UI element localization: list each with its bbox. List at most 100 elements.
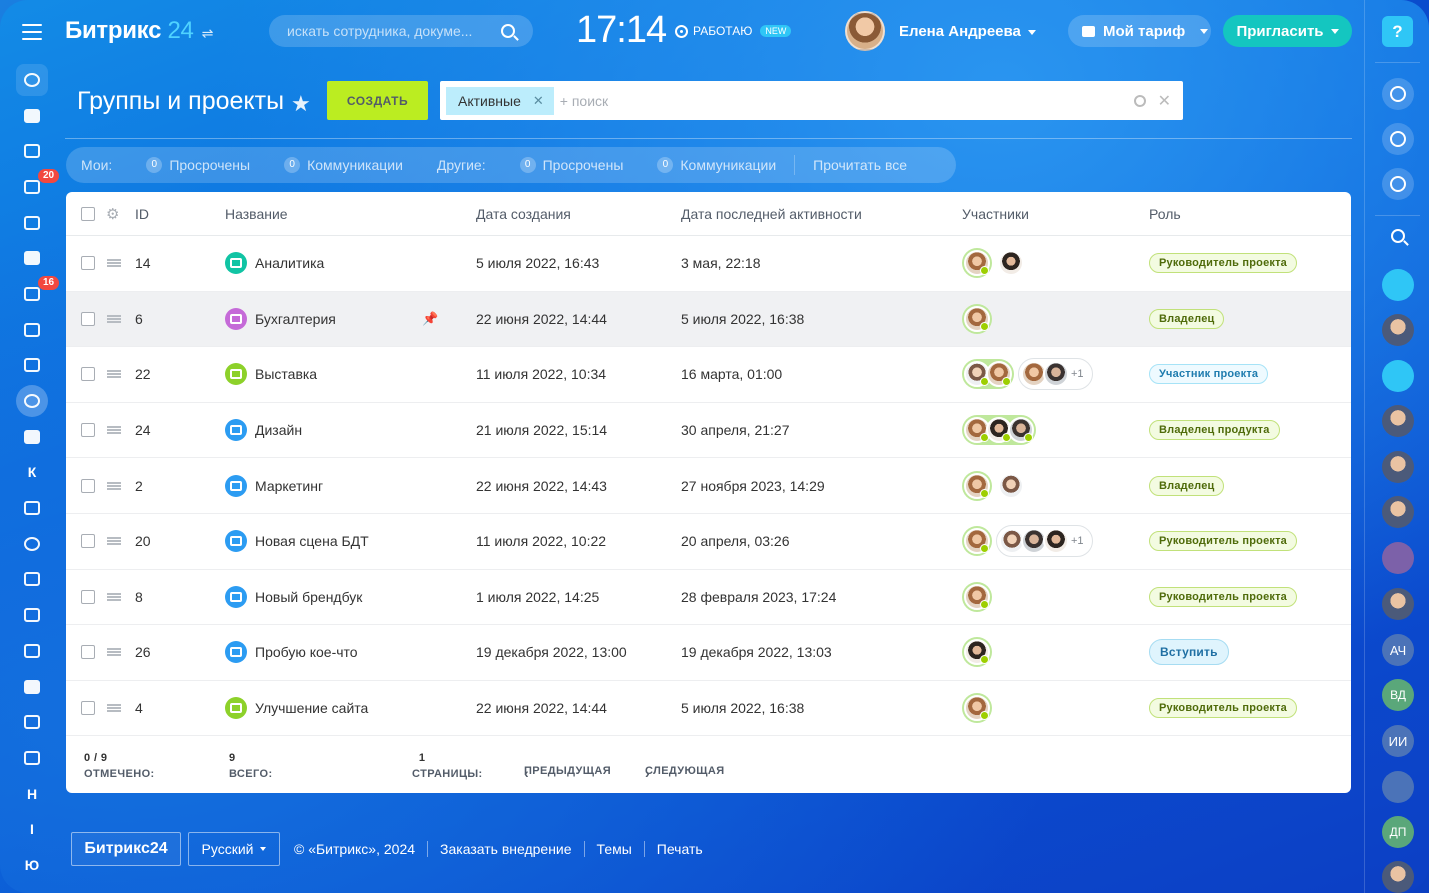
contact-avatar[interactable] bbox=[1382, 314, 1414, 346]
row-checkbox[interactable] bbox=[81, 645, 95, 660]
table-row[interactable]: 26 Пробую кое-что 19 декабря 2022, 13:00 19… bbox=[66, 625, 1351, 681]
invite-button[interactable]: Пригласить bbox=[1223, 15, 1352, 47]
nav-letter-yu[interactable]: Ю bbox=[24, 856, 40, 873]
drag-handle-icon[interactable] bbox=[107, 370, 121, 379]
table-row[interactable]: 24 Дизайн 21 июля 2022, 15:14 30 апреля, 21… bbox=[66, 403, 1351, 459]
members-avatars[interactable] bbox=[962, 248, 1026, 279]
group-chat-icon[interactable] bbox=[1382, 542, 1414, 574]
nav-tasks[interactable]: 20 bbox=[12, 169, 60, 205]
pages-value[interactable]: 1 bbox=[418, 752, 426, 764]
nav-letter-n[interactable]: Н bbox=[26, 785, 38, 802]
nav-chat[interactable] bbox=[12, 133, 52, 169]
table-row[interactable]: 8 Новый брендбук 1 июля 2022, 14:25 28 февр… bbox=[66, 570, 1351, 626]
table-row[interactable]: 22 Выставка 11 июля 2022, 10:34 16 марта, 0… bbox=[66, 347, 1351, 403]
row-checkbox[interactable] bbox=[81, 311, 95, 326]
search-icon[interactable] bbox=[501, 24, 515, 38]
nav-groups[interactable] bbox=[12, 383, 52, 419]
bell-icon[interactable] bbox=[1382, 123, 1414, 155]
nav-calendar[interactable] bbox=[12, 205, 52, 241]
nav-filter[interactable]: 16 bbox=[12, 276, 60, 312]
members-avatars[interactable] bbox=[962, 415, 1036, 446]
others-overdue-counter[interactable]: 0 Просрочены bbox=[519, 157, 623, 173]
bitrix-logo[interactable]: Битрикс 24 ⇌ bbox=[65, 17, 213, 45]
row-checkbox[interactable] bbox=[81, 589, 95, 604]
crm-circle-icon[interactable] bbox=[1382, 78, 1414, 110]
nav-contacts[interactable] bbox=[12, 597, 52, 633]
settings-sliders-icon[interactable]: ⇌ bbox=[201, 25, 214, 41]
nav-bots[interactable] bbox=[12, 633, 52, 669]
group-name-link[interactable]: Новый брендбук bbox=[255, 588, 363, 605]
star-icon[interactable]: ★ bbox=[291, 91, 311, 116]
drag-handle-icon[interactable] bbox=[107, 704, 121, 713]
nav-shop[interactable] bbox=[12, 562, 52, 598]
search-icon[interactable] bbox=[1382, 220, 1414, 252]
avatar-group[interactable] bbox=[962, 415, 1036, 446]
drag-handle-icon[interactable] bbox=[107, 314, 121, 323]
avatar-group[interactable] bbox=[996, 471, 1026, 501]
mine-comm-counter[interactable]: 0 Коммуникации bbox=[284, 157, 403, 173]
group-name-link[interactable]: Маркетинг bbox=[255, 477, 324, 494]
table-row[interactable]: 20 Новая сцена БДТ 11 июля 2022, 10:22 20 а… bbox=[66, 514, 1351, 570]
contact-avatar[interactable] bbox=[1382, 405, 1414, 437]
group-name-link[interactable]: Улучшение сайта bbox=[255, 700, 369, 717]
contact-initials[interactable]: ДП bbox=[1382, 816, 1414, 848]
nav-crm[interactable] bbox=[12, 526, 52, 562]
col-name[interactable]: Название bbox=[225, 205, 288, 222]
nav-letter-i[interactable]: I bbox=[30, 821, 34, 838]
row-checkbox[interactable] bbox=[81, 701, 95, 716]
work-status[interactable]: РАБОТАЮ NEW bbox=[675, 24, 792, 38]
members-avatars[interactable] bbox=[962, 470, 1026, 501]
tariff-button[interactable]: Мой тариф bbox=[1068, 15, 1211, 47]
themes-link[interactable]: Темы bbox=[596, 841, 632, 857]
drag-handle-icon[interactable] bbox=[107, 537, 121, 546]
group-name-link[interactable]: Выставка bbox=[255, 366, 318, 383]
search-icon[interactable] bbox=[1133, 95, 1146, 107]
search-input[interactable]: искать сотрудника, докуме... bbox=[269, 15, 533, 47]
drag-handle-icon[interactable] bbox=[107, 259, 121, 268]
row-checkbox[interactable] bbox=[81, 256, 95, 271]
gear-icon[interactable]: ⚙ bbox=[106, 205, 120, 223]
mine-overdue-counter[interactable]: 0 Просрочены bbox=[146, 157, 250, 173]
col-created[interactable]: Дата создания bbox=[476, 205, 571, 222]
nav-inventory[interactable] bbox=[12, 669, 52, 705]
drag-handle-icon[interactable] bbox=[107, 426, 121, 435]
contact-avatar[interactable] bbox=[1382, 861, 1414, 893]
others-comm-counter[interactable]: 0 Коммуникации bbox=[657, 157, 776, 173]
col-activity[interactable]: Дата последней активности bbox=[681, 205, 862, 222]
avatar-group[interactable] bbox=[996, 248, 1026, 278]
nav-reports[interactable] bbox=[12, 740, 52, 776]
open-lines-chat-icon[interactable] bbox=[1382, 360, 1414, 392]
notes-chat-icon[interactable] bbox=[1382, 269, 1414, 301]
contact-initials[interactable]: ВД bbox=[1382, 679, 1414, 711]
contact-avatar[interactable] bbox=[1382, 451, 1414, 483]
nav-docs[interactable] bbox=[12, 240, 52, 276]
drag-handle-icon[interactable] bbox=[107, 592, 121, 601]
contact-avatar[interactable] bbox=[1382, 588, 1414, 620]
read-all-button[interactable]: Прочитать все bbox=[813, 157, 908, 173]
row-checkbox[interactable] bbox=[81, 478, 95, 493]
avatar-group[interactable]: +1 bbox=[996, 525, 1093, 558]
drag-handle-icon[interactable] bbox=[107, 481, 121, 490]
pin-icon[interactable]: 📌 bbox=[422, 310, 439, 326]
avatar-group[interactable] bbox=[962, 526, 992, 557]
contact-avatar[interactable] bbox=[1382, 496, 1414, 528]
drag-handle-icon[interactable] bbox=[107, 648, 121, 657]
row-checkbox[interactable] bbox=[81, 534, 95, 549]
group-name-link[interactable]: Бухгалтерия bbox=[255, 310, 336, 327]
join-button[interactable]: Вступить bbox=[1149, 639, 1229, 666]
nav-drive[interactable] bbox=[12, 348, 52, 384]
members-avatars[interactable] bbox=[962, 303, 992, 334]
table-row[interactable]: 14 Аналитика 5 июля 2022, 16:43 3 мая, 22:1… bbox=[66, 236, 1351, 292]
avatar-group[interactable] bbox=[962, 359, 1014, 390]
members-avatars[interactable] bbox=[962, 693, 992, 724]
nav-mail[interactable] bbox=[12, 419, 52, 455]
contact-initials[interactable]: АЧ bbox=[1382, 634, 1414, 666]
col-role[interactable]: Роль bbox=[1149, 205, 1181, 222]
table-row[interactable]: 6 Бухгалтерия 📌 22 июня 2022, 14:44 5 июля 2… bbox=[66, 291, 1351, 348]
avatar-group[interactable] bbox=[962, 693, 992, 724]
avatar-group[interactable]: +1 bbox=[1018, 358, 1093, 391]
nav-letter-k[interactable]: К bbox=[27, 464, 37, 481]
avatar-group[interactable] bbox=[962, 581, 992, 612]
order-link[interactable]: Заказать внедрение bbox=[440, 841, 572, 857]
col-members[interactable]: Участники bbox=[962, 205, 1029, 222]
